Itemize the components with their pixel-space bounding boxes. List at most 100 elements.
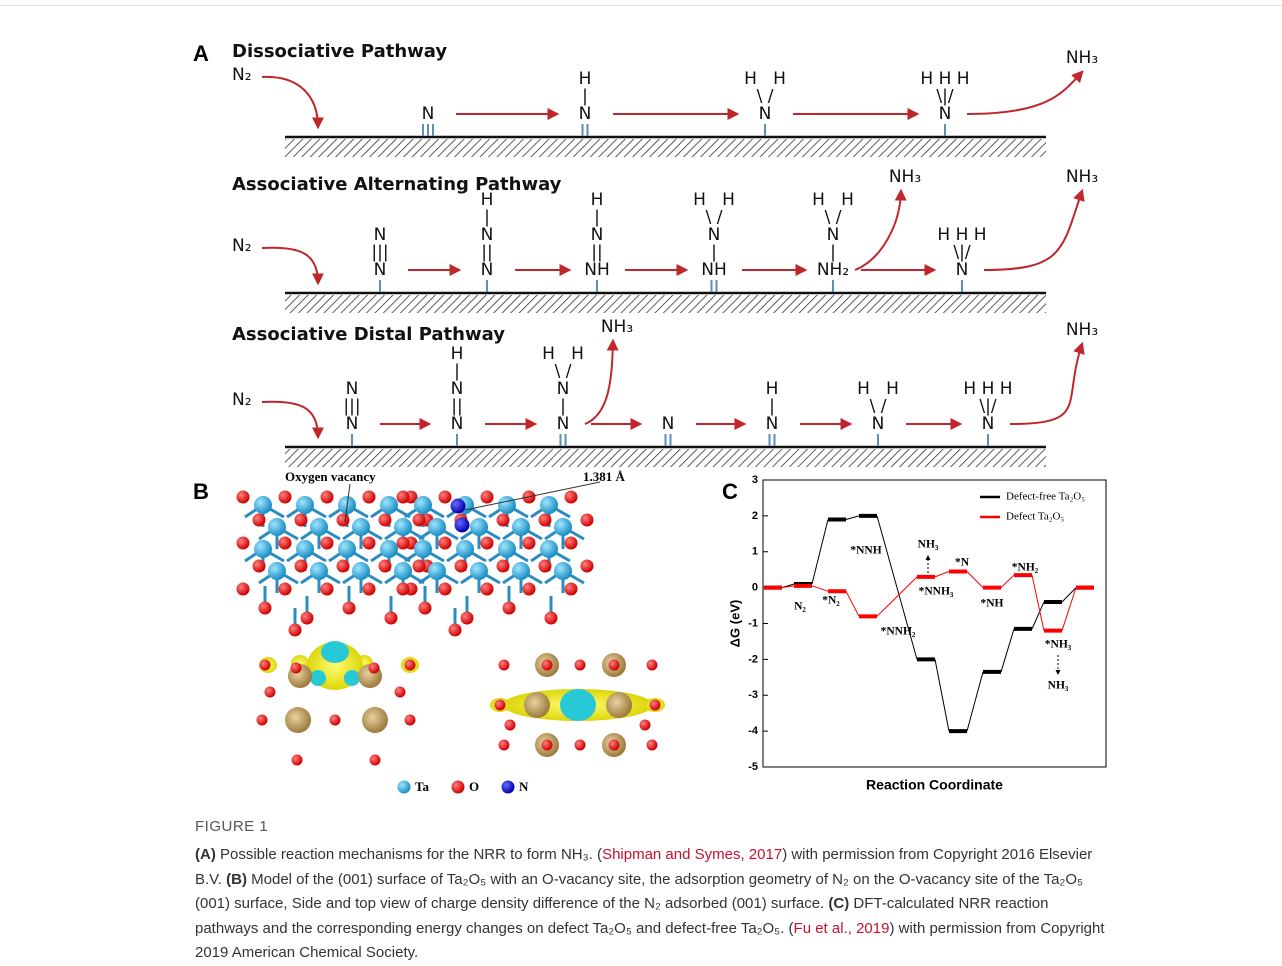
y-axis-label: ΔG (eV) [727, 600, 742, 648]
legend-label: O [469, 779, 479, 794]
atom [268, 562, 286, 580]
chart-annotation: N₂ [794, 601, 806, 613]
atom [289, 624, 302, 637]
atom [647, 740, 658, 751]
connector [1001, 629, 1014, 672]
surface-hatch [285, 449, 1046, 467]
atom [540, 540, 558, 558]
atom [380, 496, 398, 514]
atom [394, 562, 412, 580]
atom [502, 781, 515, 794]
connector [967, 672, 983, 731]
atom [413, 560, 426, 573]
product: NH₃ [1066, 320, 1098, 340]
atom [512, 518, 530, 536]
atom [542, 740, 553, 751]
density [362, 707, 388, 733]
connector [812, 519, 828, 584]
atom [523, 583, 536, 596]
atom [379, 514, 392, 527]
atom [499, 660, 510, 671]
atom [343, 602, 356, 615]
atom [301, 612, 314, 625]
legend-label: Defect Ta₂O₅ [1006, 511, 1064, 523]
connector [967, 571, 983, 587]
caption-run: (C) [828, 895, 849, 912]
arrow [967, 72, 1082, 114]
panel-label: B [193, 479, 209, 504]
atom-label: N [759, 104, 772, 124]
y-tick-label: -1 [748, 617, 758, 629]
atom [295, 560, 308, 573]
atom [428, 562, 446, 580]
atom [449, 624, 462, 637]
annotation: Oxygen vacancy [285, 469, 376, 484]
atom [321, 537, 334, 550]
annotation: 1.381 Å [583, 469, 626, 484]
atom [352, 562, 370, 580]
atom [575, 660, 586, 671]
atom [253, 560, 266, 573]
atom [452, 781, 465, 794]
atom [237, 537, 250, 550]
atom [456, 540, 474, 558]
atom [539, 514, 552, 527]
atom [379, 560, 392, 573]
atom [609, 660, 620, 671]
product: NH₃ [1066, 167, 1098, 187]
atom-label: N [956, 260, 969, 280]
atom [581, 514, 594, 527]
atom [414, 496, 432, 514]
atom [295, 514, 308, 527]
atom [310, 518, 328, 536]
atom [640, 720, 651, 731]
atom [461, 612, 474, 625]
pathway-title: Associative Distal Pathway [232, 324, 505, 345]
chart-annotation: *NH₂ [1012, 562, 1039, 574]
density [285, 707, 311, 733]
legend-label: Ta [415, 779, 429, 794]
atom [499, 740, 510, 751]
chart-annotation: *NH [981, 598, 1004, 610]
product: NH₃ [601, 317, 633, 337]
atom [363, 583, 376, 596]
density [524, 692, 550, 718]
atom [647, 660, 658, 671]
atom [253, 514, 266, 527]
atom [259, 602, 272, 615]
atom [310, 562, 328, 580]
atom [498, 540, 516, 558]
arrow [262, 248, 318, 283]
arrow [262, 77, 318, 127]
atom [451, 499, 466, 514]
atom [397, 491, 410, 504]
product: NH₃ [889, 167, 921, 187]
arrow [262, 402, 318, 437]
atom [439, 583, 452, 596]
atom [470, 562, 488, 580]
citation-link[interactable]: Fu et al., 2019 [794, 920, 890, 937]
atom [321, 491, 334, 504]
atom-label: NH₂ [817, 260, 849, 280]
atom [380, 540, 398, 558]
atom [609, 740, 620, 751]
atom [338, 540, 356, 558]
connector [846, 516, 859, 520]
connector [812, 586, 828, 591]
surface-hatch [285, 295, 1046, 313]
atom [321, 583, 334, 596]
atom-label: N [374, 260, 387, 280]
atom [363, 491, 376, 504]
density [606, 692, 632, 718]
atom [370, 755, 381, 766]
atom [268, 518, 286, 536]
connector [935, 571, 949, 576]
pathway-title: Dissociative Pathway [232, 41, 447, 62]
atom [581, 560, 594, 573]
atom [481, 491, 494, 504]
atom-label: NH [584, 260, 610, 280]
citation-link[interactable]: Shipman and Symes, 2017 [602, 846, 782, 863]
atom [337, 560, 350, 573]
atom [505, 720, 516, 731]
arrow [1010, 344, 1082, 424]
